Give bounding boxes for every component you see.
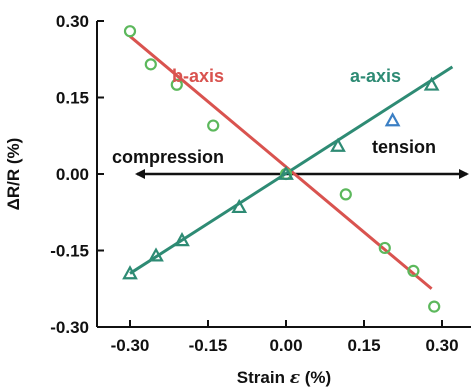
x-tick-label: -0.30 — [111, 336, 150, 355]
b-axis-point — [207, 119, 220, 132]
b-axis-point — [407, 264, 420, 277]
x-tick-label: 0.15 — [347, 336, 380, 355]
a-axis-label: a-axis — [350, 66, 401, 86]
b-axis-point — [339, 188, 352, 201]
x-tick-label: 0.00 — [269, 336, 302, 355]
b-axis-fit-line — [129, 35, 433, 290]
x-tick-label: -0.15 — [189, 336, 228, 355]
b-axis-point — [123, 25, 137, 38]
x-tick-label: 0.30 — [425, 336, 458, 355]
b-axis-point — [144, 58, 157, 71]
plot-area: 0.30 0.15 0.00 -0.15 -0.30 -0.30 -0.15 0.00 0.15… — [50, 12, 471, 355]
x-axis-title: Strain ε (%) — [237, 368, 331, 388]
a-axis-point — [330, 137, 346, 152]
a-axis-point — [231, 198, 248, 214]
a-axis-point — [384, 112, 401, 127]
y-tick-label: 0.00 — [56, 165, 89, 184]
y-axis-title: ΔR/R (%) — [4, 138, 23, 211]
compression-label: compression — [112, 147, 224, 167]
b-axis-point — [170, 78, 183, 91]
a-axis-point — [174, 232, 190, 247]
tension-label: tension — [372, 137, 436, 157]
y-tick-label: 0.15 — [56, 89, 89, 108]
a-axis-point — [423, 76, 440, 91]
y-tick-label: -0.30 — [50, 318, 89, 337]
y-tick-label: -0.15 — [50, 242, 89, 261]
a-axis-point — [148, 247, 164, 262]
a-axis-point — [278, 165, 294, 180]
a-axis-point — [122, 265, 138, 280]
y-tick-label: 0.30 — [56, 12, 89, 31]
b-axis-label: b-axis — [172, 66, 224, 86]
b-axis-point — [428, 300, 441, 313]
b-axis-point — [378, 241, 391, 255]
